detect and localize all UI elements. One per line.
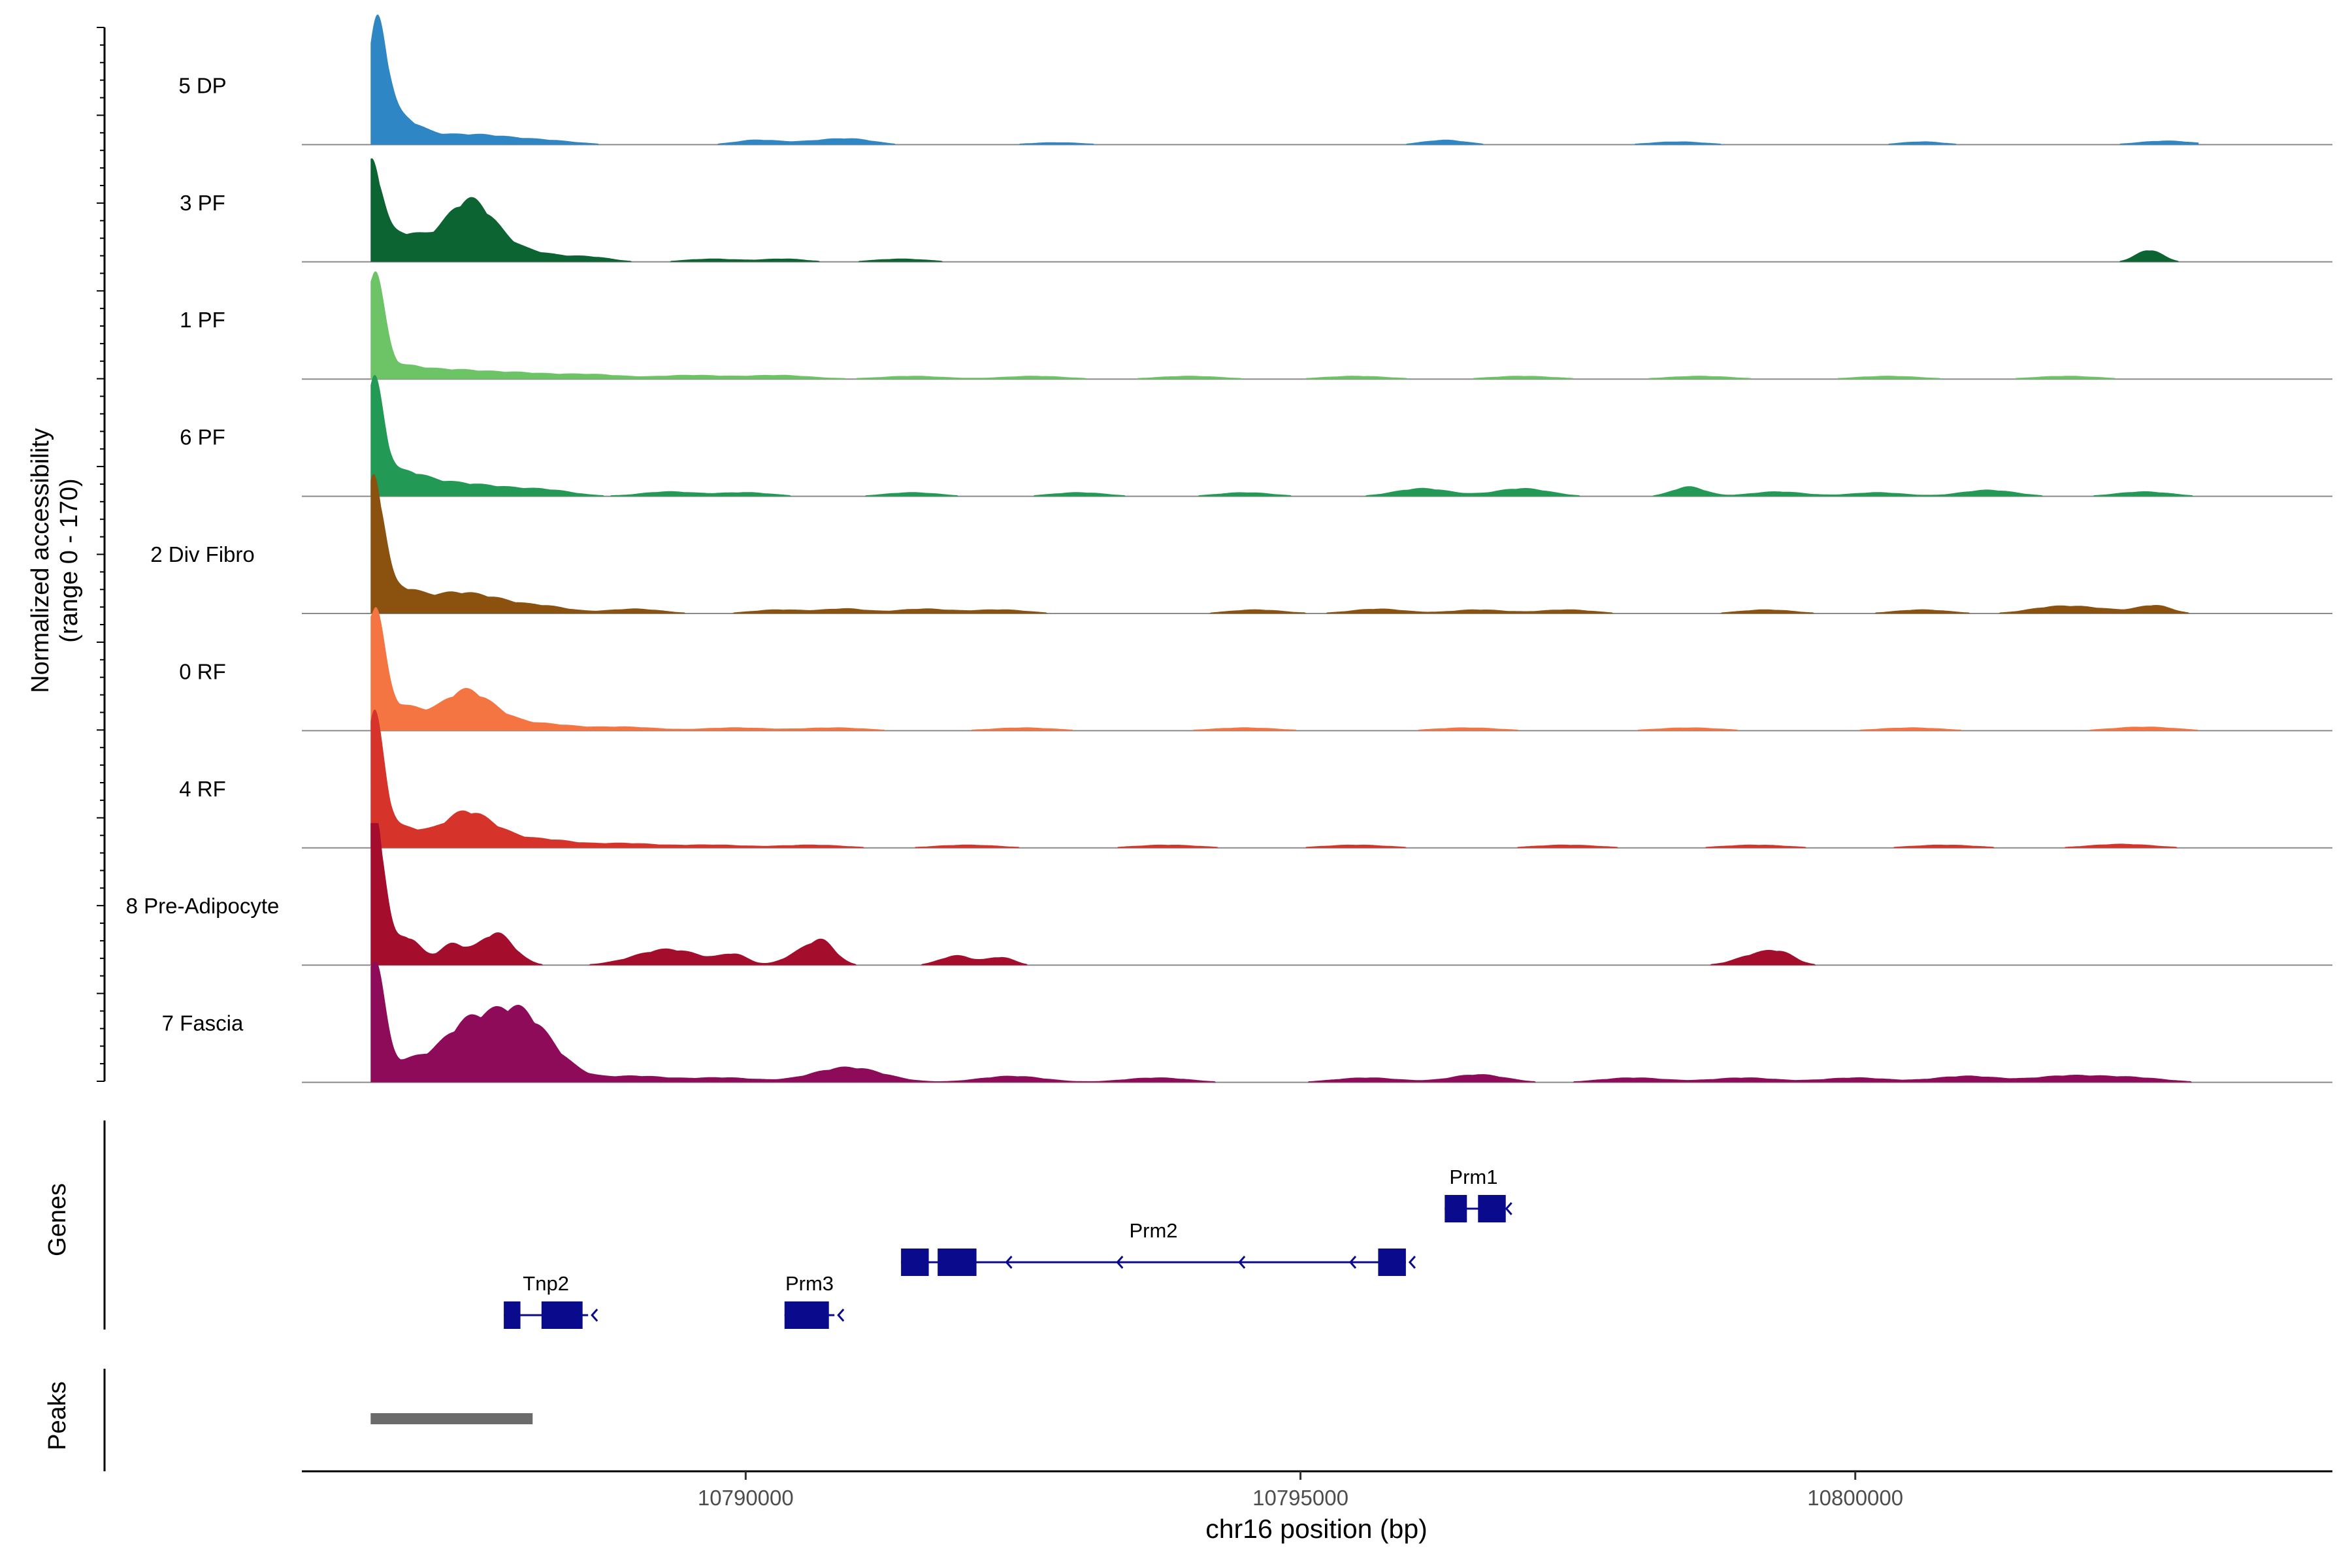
track-1: 3 PF xyxy=(180,158,2332,263)
y-axis-sublabel: (range 0 - 170) xyxy=(56,478,83,642)
strand-arrow xyxy=(591,1309,598,1322)
gene-label: Prm1 xyxy=(1449,1166,1497,1188)
track-5: 0 RF xyxy=(179,607,2332,732)
track-label: 8 Pre-Adipocyte xyxy=(126,894,280,918)
gene-exon xyxy=(504,1301,521,1329)
track-3: 6 PF xyxy=(180,374,2332,497)
track-label: 6 PF xyxy=(180,425,225,449)
track-8: 7 Fascia xyxy=(162,961,2332,1083)
strand-arrow xyxy=(1116,1256,1124,1269)
strand-arrow xyxy=(1408,1256,1416,1269)
gene-exon xyxy=(1478,1195,1506,1222)
left-axes xyxy=(97,27,106,1471)
gene-prm3: Prm3 xyxy=(784,1272,845,1329)
strand-arrow xyxy=(1005,1256,1013,1269)
track-6: 4 RF xyxy=(179,709,2332,849)
gene-label: Prm2 xyxy=(1129,1219,1177,1242)
track-2: 1 PF xyxy=(180,271,2332,380)
x-tick-label: 10795000 xyxy=(1252,1486,1348,1510)
coverage-area-1 xyxy=(370,158,2199,262)
track-label: 3 PF xyxy=(180,191,225,215)
coverage-area-8 xyxy=(370,961,2199,1083)
gene-label: Prm3 xyxy=(785,1272,834,1295)
gene-tnp2: Tnp2 xyxy=(504,1272,598,1329)
gene-exon xyxy=(1445,1195,1467,1222)
track-label: 7 Fascia xyxy=(162,1011,244,1036)
coverage-area-3 xyxy=(370,374,2199,497)
gene-exon xyxy=(901,1249,929,1276)
peaks-track-label: Peaks xyxy=(44,1381,71,1450)
gene-prm2: Prm2 xyxy=(901,1219,1416,1276)
coverage-area-5 xyxy=(370,607,2199,731)
x-tick-label: 10790000 xyxy=(698,1486,794,1510)
x-tick-label: 10800000 xyxy=(1807,1486,1903,1510)
x-axis-label: chr16 position (bp) xyxy=(1205,1514,1428,1544)
gene-exon xyxy=(1378,1249,1406,1276)
strand-arrow xyxy=(1238,1256,1246,1269)
gene-prm1: Prm1 xyxy=(1445,1166,1512,1222)
strand-arrow xyxy=(837,1309,845,1322)
gene-exon xyxy=(541,1301,583,1329)
track-label: 0 RF xyxy=(179,659,226,683)
gene-exon xyxy=(938,1249,977,1276)
coverage-area-0 xyxy=(370,14,2199,145)
strand-arrow xyxy=(1505,1202,1512,1215)
track-label: 4 RF xyxy=(179,777,226,801)
coverage-tracks: 5 DP 3 PF 1 PF 6 PF 2 Div Fibro 0 RF 4 RF 8 Pre… xyxy=(126,14,2332,1083)
strand-arrow xyxy=(1348,1256,1357,1269)
gene-track: Tnp2 Prm3 Prm2 Prm1 xyxy=(504,1166,1512,1329)
gene-exon xyxy=(784,1301,829,1329)
genes-track-label: Genes xyxy=(44,1183,71,1256)
track-label: 2 Div Fibro xyxy=(150,542,255,566)
track-label: 5 DP xyxy=(178,73,226,97)
track-0: 5 DP xyxy=(178,14,2332,146)
track-4: 2 Div Fibro xyxy=(150,474,2332,614)
x-axis: 10790000 10795000 10800000 xyxy=(302,1470,2332,1510)
y-axis-label: Normalized accessibility xyxy=(27,428,54,693)
gene-label: Tnp2 xyxy=(523,1272,569,1295)
coverage-area-2 xyxy=(370,271,2199,380)
peak-region xyxy=(370,1413,533,1424)
track-7: 8 Pre-Adipocyte xyxy=(126,823,2332,966)
track-label: 1 PF xyxy=(180,308,225,332)
peak-track xyxy=(370,1413,533,1424)
